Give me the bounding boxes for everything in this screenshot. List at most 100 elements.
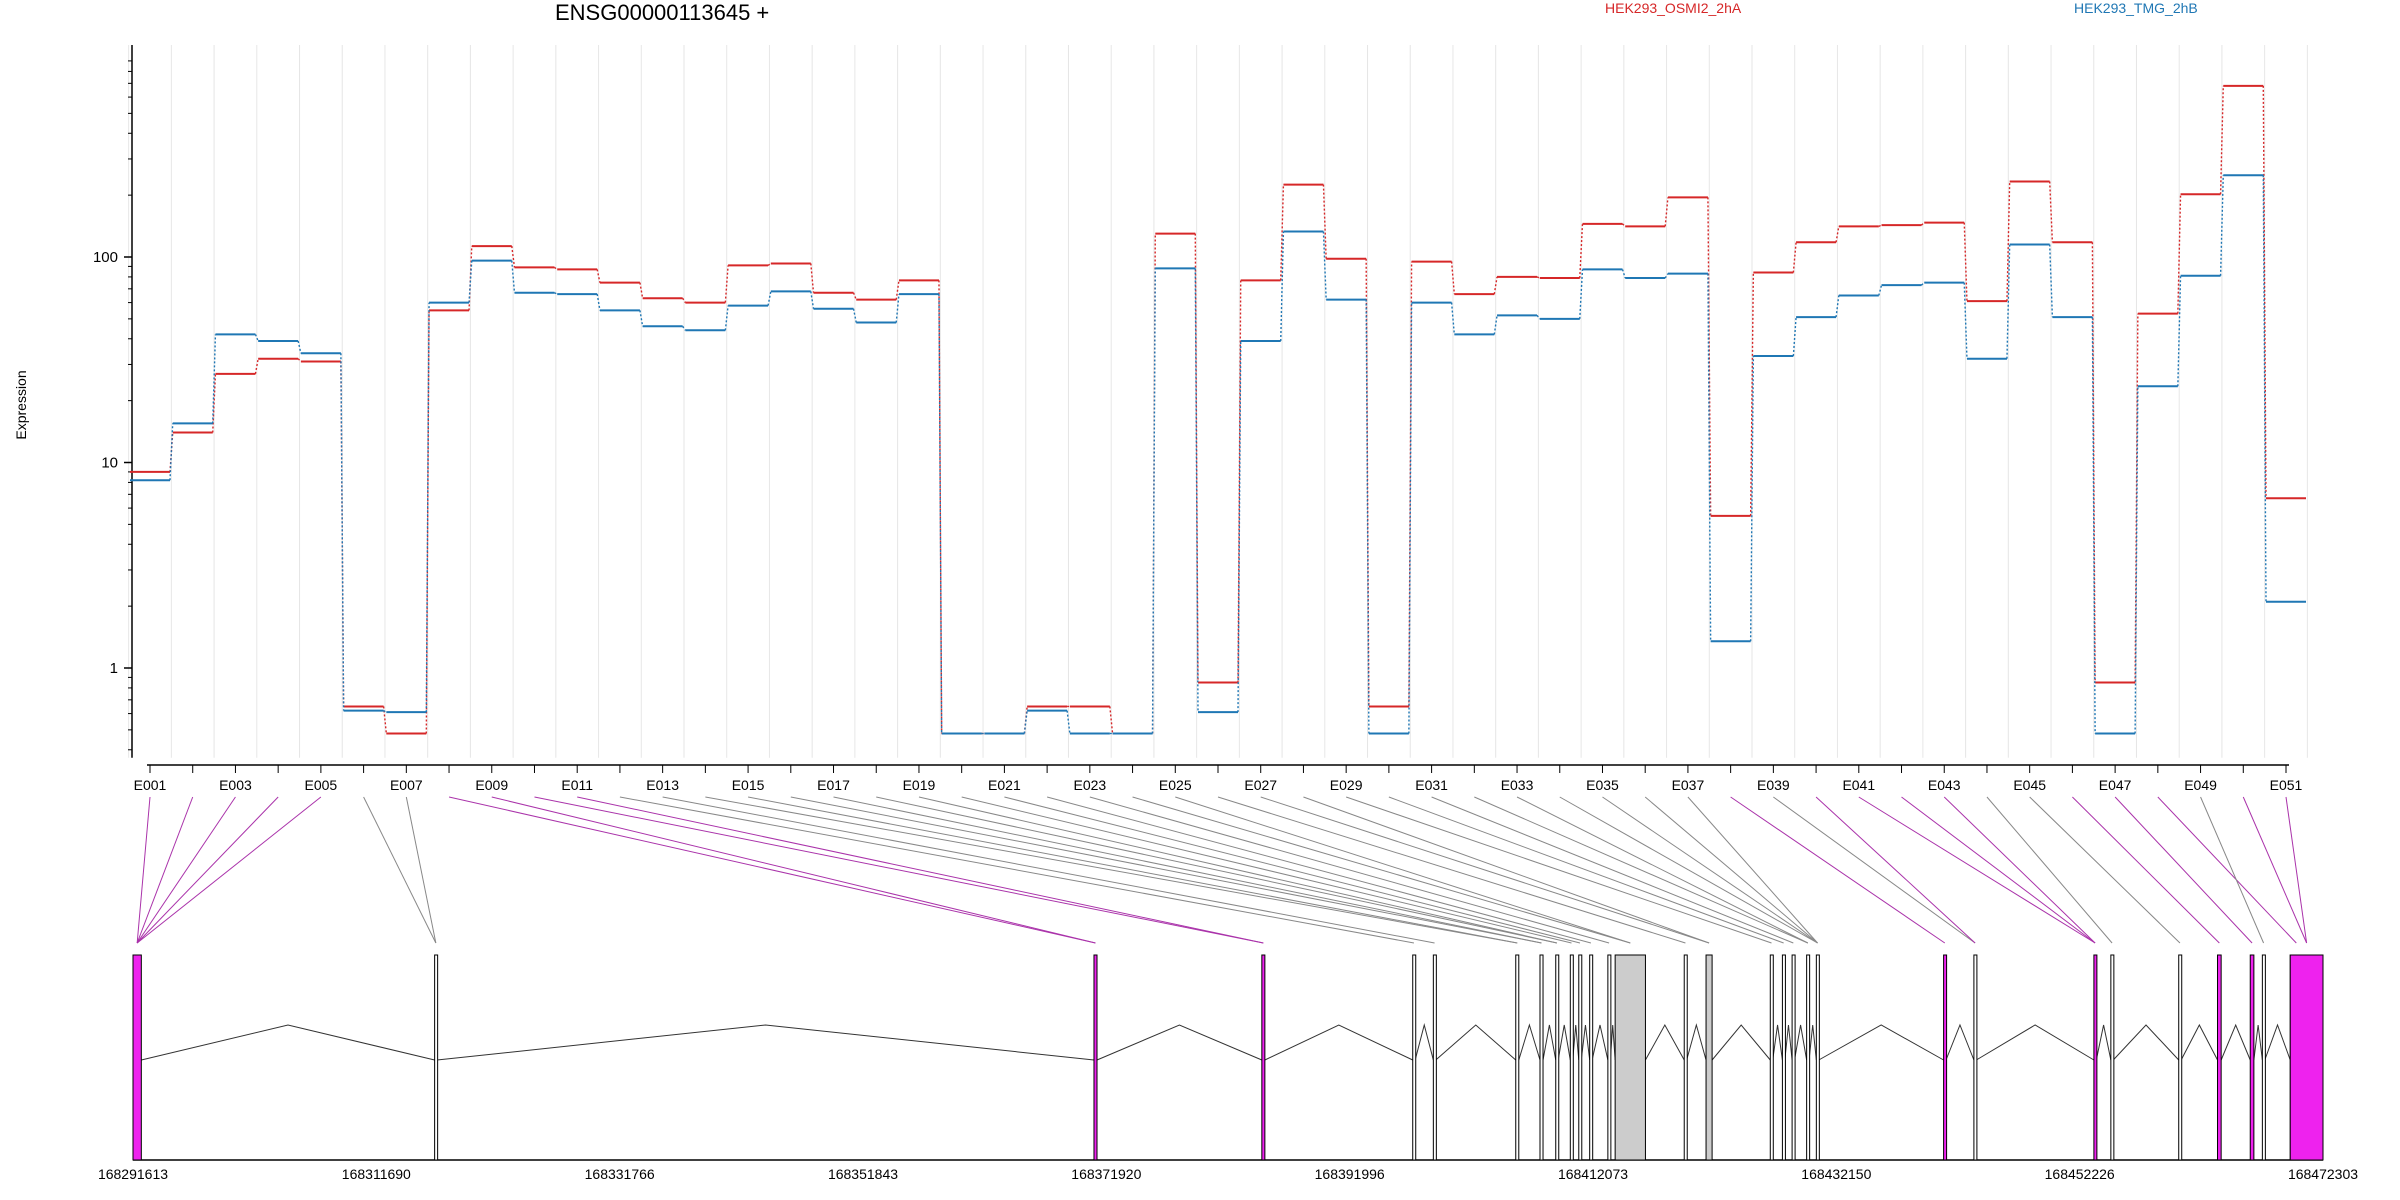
series-connector xyxy=(938,294,943,734)
series-connector xyxy=(938,280,943,734)
exon-box xyxy=(1791,954,1796,1161)
series-connector xyxy=(2091,317,2096,734)
intron-line xyxy=(1264,1024,1413,1061)
series-connector xyxy=(2134,386,2139,734)
exon-connector xyxy=(1730,796,1946,944)
series-connector xyxy=(1878,284,1883,296)
series-connector xyxy=(1963,222,1968,302)
series-connector xyxy=(254,358,259,374)
series-connector xyxy=(1835,226,1840,243)
exon-box xyxy=(434,954,439,1161)
exon-box xyxy=(1569,954,1574,1161)
exon-connector xyxy=(1559,796,1818,944)
intron-line xyxy=(1414,1023,1434,1061)
exon-connector xyxy=(1260,796,1710,944)
series-connector xyxy=(425,310,430,734)
exon-connector xyxy=(705,796,1518,944)
exon-box xyxy=(1589,954,1594,1161)
intron-line xyxy=(1818,1024,1944,1061)
series-connector xyxy=(340,353,345,711)
x-tick-label: E049 xyxy=(2184,777,2217,793)
exon-connector xyxy=(833,796,1542,944)
series-connector xyxy=(425,302,430,713)
exon-box xyxy=(1555,954,1560,1161)
exon-connector xyxy=(448,796,1096,944)
x-tick-label: E001 xyxy=(134,777,167,793)
series-connector xyxy=(895,294,900,323)
exon-connector xyxy=(2200,796,2265,944)
x-tick-label: E025 xyxy=(1159,777,1192,793)
exon-connector xyxy=(1431,796,1794,944)
exon-connector xyxy=(1773,796,1976,944)
exon-connector xyxy=(136,796,151,944)
intron-line xyxy=(2220,1023,2251,1061)
series-connector xyxy=(554,266,558,270)
exon-connector xyxy=(534,796,1264,944)
intron-line xyxy=(2112,1024,2180,1061)
series-connector xyxy=(1579,269,1584,319)
series-connector xyxy=(1109,706,1114,734)
exon-box xyxy=(1261,954,1266,1161)
exon-connector xyxy=(2285,796,2308,944)
exon-box xyxy=(2178,954,2183,1161)
series-connector xyxy=(511,260,516,293)
exon-box xyxy=(1973,954,1978,1161)
exon-connector xyxy=(136,796,194,944)
series-connector xyxy=(1237,341,1242,713)
exon-box xyxy=(1781,954,1786,1161)
x-tick-label: E017 xyxy=(817,777,850,793)
y-axis-label: Expression xyxy=(13,370,29,439)
x-tick-label: E005 xyxy=(305,777,338,793)
series-connector xyxy=(810,291,815,309)
x-tick-label: E029 xyxy=(1330,777,1363,793)
series-connector xyxy=(1622,223,1626,227)
genomic-tick-label: 168391996 xyxy=(1315,1166,1385,1182)
exon-connector xyxy=(136,796,322,944)
x-tick-label: E013 xyxy=(646,777,679,793)
exon-connector xyxy=(1474,796,1809,944)
x-tick-label: E011 xyxy=(561,777,593,793)
exon-connector xyxy=(1901,796,2096,944)
series-connector xyxy=(1878,224,1882,227)
series-connector xyxy=(1493,315,1498,335)
exon-connector xyxy=(1388,796,1784,944)
exon-box xyxy=(1539,954,1544,1161)
series-connector xyxy=(1749,272,1755,516)
series-connector xyxy=(2006,244,2011,359)
series-connector xyxy=(852,292,857,300)
series-connector xyxy=(297,358,302,363)
exon-box xyxy=(1769,954,1774,1161)
exon-box xyxy=(2093,954,2098,1161)
series-connector xyxy=(1450,261,1456,295)
series-connector xyxy=(1365,299,1370,734)
x-tick-label: E027 xyxy=(1244,777,1277,793)
chart-title: ENSG00000113645 + xyxy=(555,0,770,25)
exon-connector xyxy=(662,796,1435,944)
exon-box xyxy=(2110,954,2115,1161)
series-connector xyxy=(1621,269,1626,279)
series-connector xyxy=(383,710,387,713)
series-connector xyxy=(1707,197,1712,516)
exon-connector xyxy=(2242,796,2308,944)
exon-connector xyxy=(136,796,236,944)
exon-box xyxy=(1607,954,1612,1161)
exon-connector xyxy=(1602,796,1818,944)
series-connector xyxy=(2219,175,2224,276)
intron-line xyxy=(1976,1024,2095,1061)
exon-box xyxy=(1806,954,1811,1161)
intron-line xyxy=(1580,1024,1591,1061)
series-connector xyxy=(1450,302,1456,335)
series-connector xyxy=(468,260,473,303)
exon-box xyxy=(1705,954,1713,1161)
intron-line xyxy=(1711,1024,1771,1061)
genomic-tick-label: 168351843 xyxy=(828,1166,898,1182)
genomic-tick-label: 168412073 xyxy=(1558,1166,1628,1182)
x-tick-label: E039 xyxy=(1757,777,1790,793)
series-connector xyxy=(1194,268,1199,713)
exon-box xyxy=(1614,954,1646,1161)
series-connector xyxy=(511,246,516,268)
intron-line xyxy=(2180,1023,2218,1061)
y-tick-label: 1 xyxy=(110,660,118,677)
exon-connector xyxy=(1175,796,1631,944)
